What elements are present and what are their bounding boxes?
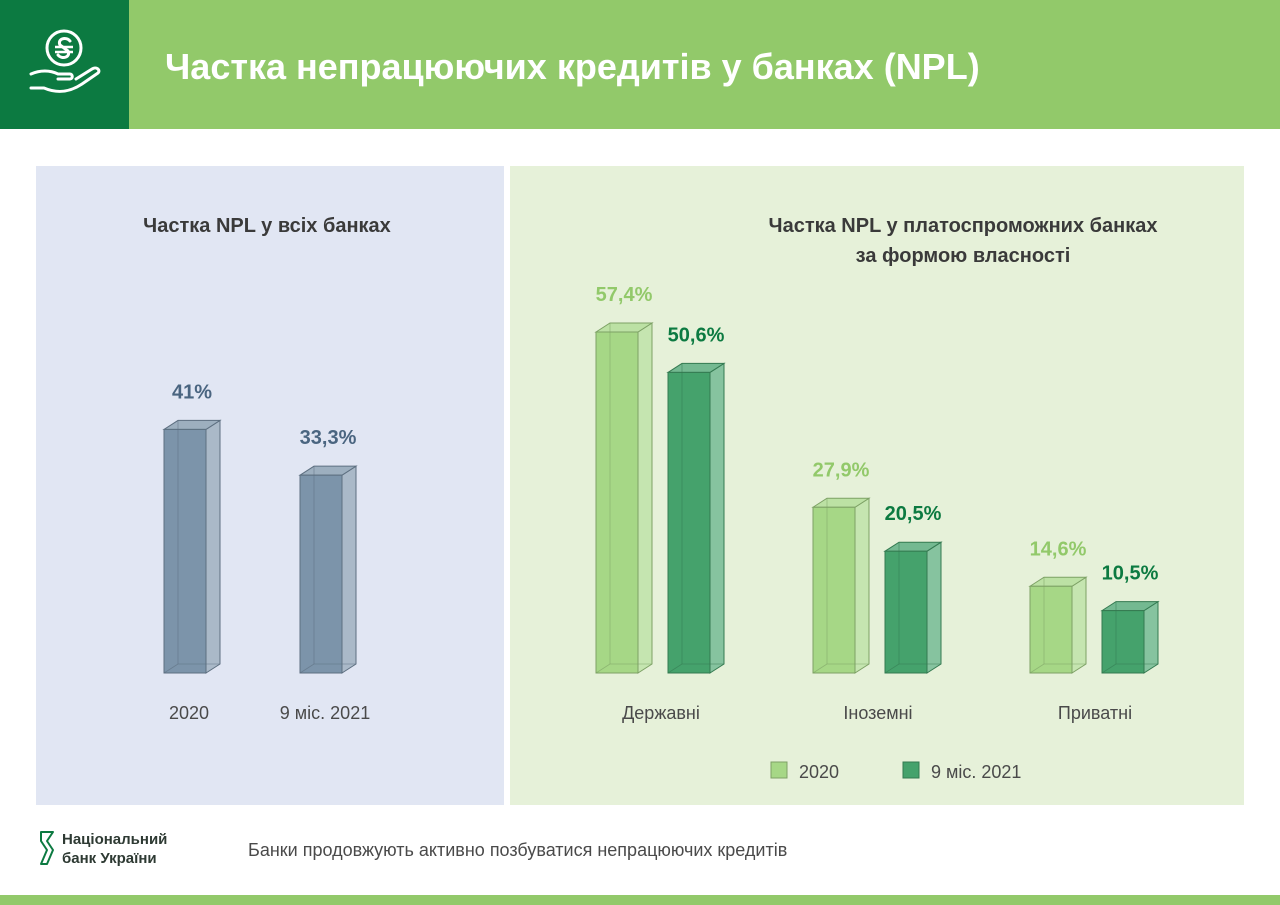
org-name: Національний банк України	[62, 830, 167, 868]
bar-ownership-0-0	[594, 322, 654, 674]
chart-subtitle-ownership: за формою власності	[855, 245, 1071, 267]
bar-ownership-1-0	[666, 362, 726, 674]
org-name-line2: банк України	[62, 850, 157, 867]
tick-label-ownership-0: Державні	[622, 703, 700, 723]
bar-all-banks-1	[298, 465, 358, 674]
data-label-ownership-0-2: 14,6%	[1030, 538, 1087, 560]
org-name-line1: Національний	[62, 831, 168, 848]
tick-label-all-banks-1: 9 міс. 2021	[280, 703, 370, 723]
bar-ownership-0-2	[1028, 576, 1088, 674]
bottom-strip	[0, 895, 1280, 905]
page-title: Частка непрацюючих кредитів у банках (NP…	[165, 46, 980, 87]
data-label-ownership-1-2: 10,5%	[1102, 563, 1159, 585]
data-label-ownership-1-0: 50,6%	[668, 324, 725, 346]
legend-label-0: 2020	[799, 762, 839, 782]
data-label-all-banks-1: 33,3%	[300, 427, 357, 449]
tick-label-ownership-1: Іноземні	[843, 703, 912, 723]
data-label-ownership-0-0: 57,4%	[596, 284, 653, 306]
chart-panel-all-banks	[36, 166, 504, 805]
chart-title-ownership: Частка NPL у платоспроможних банках за ф…	[600, 211, 1280, 271]
nbu-logo-icon	[36, 830, 58, 871]
tick-label-all-banks-0: 2020	[169, 703, 209, 723]
bar-ownership-0-1	[811, 497, 871, 674]
legend-swatch-1	[902, 761, 920, 779]
data-label-ownership-1-1: 20,5%	[885, 503, 942, 525]
legend-swatch-0	[770, 761, 788, 779]
hand-coin-icon	[0, 0, 129, 129]
bar-ownership-1-1	[883, 541, 943, 674]
legend-label-1: 9 міс. 2021	[931, 762, 1021, 782]
chart-title-all-banks: Частка NPL у всіх банках	[143, 215, 391, 237]
tick-label-ownership-2: Приватні	[1058, 703, 1132, 723]
data-label-ownership-0-1: 27,9%	[813, 459, 870, 481]
data-label-all-banks-0: 41%	[172, 381, 212, 403]
bar-ownership-1-2	[1100, 600, 1160, 674]
bar-all-banks-0	[162, 419, 222, 674]
header-bar: Частка непрацюючих кредитів у банках (NP…	[0, 0, 1280, 129]
chart-title-ownership-line1: Частка NPL у платоспроможних банках	[768, 215, 1158, 237]
footer-caption: Банки продовжують активно позбуватися не…	[248, 840, 788, 860]
